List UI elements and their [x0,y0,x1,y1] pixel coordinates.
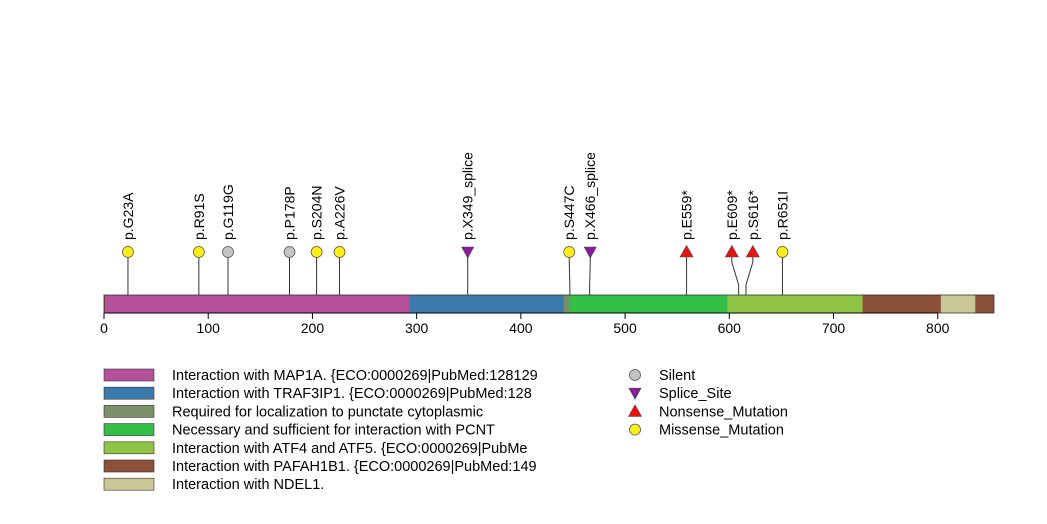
axis-tick-label: 500 [613,320,637,336]
legend-swatch [103,477,155,491]
domain-segment [940,295,976,313]
mutation-stem [745,252,754,295]
legend-swatch [103,386,155,400]
mutation-label: p.P178P [282,186,298,240]
axis-tick-label: 100 [197,320,221,336]
mutation-stem [731,252,740,295]
domain-segment [563,295,570,313]
legend-type-label: Missense_Mutation [659,423,784,439]
mutation-stems [127,252,783,295]
domain-segment [105,295,410,313]
domain-segment [862,295,941,313]
legend-marker [629,423,641,436]
mutation-label: p.S204N [309,186,325,240]
mutation-type-legend: Silent Splice_Site Nonsense_Mutation Missen… [627,368,788,439]
axis-tick-label: 400 [509,320,533,336]
legend-domain-label: Necessary and sufficient for interaction… [172,423,495,439]
mutation-marker [192,246,205,258]
legend-domain-label: Interaction with ATF4 and ATF5. {ECO:000… [172,441,527,457]
mutation-marker [563,246,576,258]
domain-segment [569,295,728,313]
legend-domain-label: Interaction with NDEL1. [172,477,324,493]
axis-tick-label: 700 [822,320,846,336]
mutation-marker [776,246,789,258]
legend-marker [627,404,643,417]
mutation-label: p.E559* [679,190,695,240]
x-axis: 0 100 200 300 400 500 600 700 800 [100,312,950,336]
legend-domain-label: Required for localization to punctate cy… [172,404,483,420]
axis-tick-label: 0 [100,320,108,336]
mutation-label: p.S616* [745,190,761,240]
mutation-labels: p.G23A p.R91S p.G119G p.P178P p.S204N p.A226V… [120,152,790,240]
mutation-marker [222,246,234,258]
legend-marker [628,387,642,400]
legend-swatch [103,368,155,382]
mutation-marker [333,246,346,258]
mutation-label: p.X466_splice [582,152,598,240]
domain-legend: Interaction with MAP1A. {ECO:0000269|Pub… [103,368,538,493]
mutation-label: p.R651I [774,191,790,240]
axis-tick-label: 300 [405,320,429,336]
mutation-marker [745,244,760,258]
mutation-marker [583,246,597,259]
axis-tick-label: 200 [301,320,325,336]
mutation-label: p.X349_splice [460,152,476,240]
mutation-label: p.R91S [191,193,207,240]
legend-domain-label: Interaction with TRAF3IP1. {ECO:0000269|… [172,386,532,402]
legend-type-label: Silent [659,368,695,384]
legend-domain-label: Interaction with PAFAH1B1. {ECO:0000269|… [172,459,537,475]
mutation-markers [122,244,789,259]
mutation-marker [283,246,296,258]
domain-segment [727,295,863,313]
mutation-label: p.G23A [120,192,136,240]
protein-domains [103,294,995,314]
mutation-marker [122,246,134,258]
mutation-stem [568,252,571,295]
axis-tick-label: 600 [718,320,742,336]
legend-type-label: Splice_Site [659,386,732,402]
mutation-marker [679,244,694,258]
mutation-label: p.A226V [332,186,348,240]
mutation-marker [310,246,323,258]
legend-domain-label: Interaction with MAP1A. {ECO:0000269|Pub… [172,368,538,384]
mutation-marker [724,244,739,258]
axis-tick-label: 800 [926,320,950,336]
mutation-label: p.G119G [220,184,236,240]
mutation-label: p.E609* [724,190,740,240]
legend-swatch [103,441,155,455]
legend-swatch [103,405,155,418]
legend-swatch [103,459,155,473]
legend-swatch [103,423,155,436]
domain-segment [409,295,564,313]
mutation-label: p.S447C [561,186,577,240]
legend-marker [629,369,641,381]
mutation-marker [461,246,475,259]
legend-type-label: Nonsense_Mutation [659,404,788,420]
